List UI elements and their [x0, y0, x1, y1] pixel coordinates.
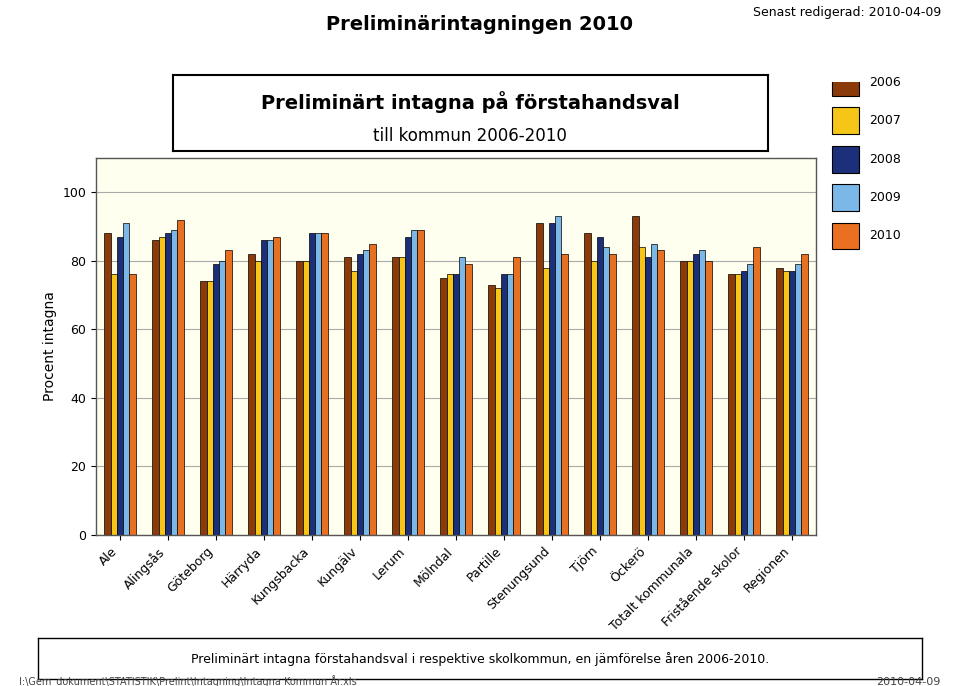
Bar: [562, 254, 567, 535]
Bar: [754, 247, 759, 535]
Bar: [158, 237, 165, 535]
Bar: [542, 268, 549, 535]
Text: 2008: 2008: [870, 153, 901, 165]
Bar: [418, 230, 423, 535]
Text: Preliminärintagningen 2010: Preliminärintagningen 2010: [326, 15, 634, 34]
Bar: [590, 261, 597, 535]
Bar: [201, 281, 206, 535]
Bar: [274, 237, 279, 535]
Bar: [729, 274, 734, 535]
Bar: [297, 261, 302, 535]
Bar: [741, 271, 747, 535]
Bar: [585, 233, 590, 535]
Bar: [302, 261, 309, 535]
Bar: [363, 250, 370, 535]
Bar: [178, 220, 183, 535]
Text: Senast redigerad: 2010-04-09: Senast redigerad: 2010-04-09: [753, 6, 941, 19]
Bar: [789, 271, 795, 535]
Bar: [446, 274, 453, 535]
Bar: [405, 237, 411, 535]
Bar: [110, 274, 117, 535]
Bar: [165, 233, 171, 535]
Bar: [734, 274, 741, 535]
Bar: [254, 261, 261, 535]
Bar: [206, 281, 213, 535]
Bar: [610, 254, 615, 535]
Text: 2010: 2010: [870, 230, 901, 242]
Bar: [398, 257, 405, 535]
Bar: [453, 274, 459, 535]
Bar: [658, 250, 663, 535]
Bar: [555, 216, 562, 535]
Bar: [645, 257, 651, 535]
Text: I:\Gem_dokument\STATISTIK\PreIint\Intagning\Intagna Kommun År.xls: I:\Gem_dokument\STATISTIK\PreIint\Intagn…: [19, 675, 357, 686]
Bar: [411, 230, 418, 535]
Bar: [489, 285, 494, 535]
Bar: [370, 244, 375, 535]
Bar: [249, 254, 254, 535]
Bar: [638, 247, 645, 535]
Bar: [153, 240, 158, 535]
Bar: [777, 268, 782, 535]
Bar: [393, 257, 398, 535]
Text: till kommun 2006-2010: till kommun 2006-2010: [373, 127, 567, 145]
Bar: [459, 257, 466, 535]
Bar: [494, 288, 501, 535]
FancyBboxPatch shape: [831, 145, 859, 173]
Bar: [699, 250, 706, 535]
Bar: [651, 244, 658, 535]
Bar: [537, 223, 542, 535]
Bar: [782, 271, 789, 535]
Bar: [267, 240, 274, 535]
Bar: [603, 247, 610, 535]
Bar: [261, 240, 267, 535]
FancyBboxPatch shape: [831, 69, 859, 96]
Bar: [795, 264, 802, 535]
Bar: [130, 274, 135, 535]
Text: 2006: 2006: [870, 76, 901, 88]
Bar: [213, 264, 219, 535]
FancyBboxPatch shape: [831, 222, 859, 250]
Bar: [315, 233, 322, 535]
Bar: [226, 250, 231, 535]
Bar: [171, 230, 178, 535]
Bar: [123, 223, 130, 535]
Text: Preliminärt intagna på förstahandsval: Preliminärt intagna på förstahandsval: [261, 91, 680, 113]
FancyBboxPatch shape: [831, 107, 859, 134]
Text: 2009: 2009: [870, 191, 901, 204]
Bar: [345, 257, 350, 535]
Bar: [466, 264, 471, 535]
Bar: [117, 237, 123, 535]
Bar: [507, 274, 514, 535]
Bar: [686, 261, 693, 535]
Bar: [105, 233, 110, 535]
Bar: [357, 254, 363, 535]
FancyBboxPatch shape: [831, 184, 859, 211]
Bar: [514, 257, 519, 535]
Bar: [802, 254, 807, 535]
Bar: [597, 237, 603, 535]
Bar: [693, 254, 699, 535]
Bar: [681, 261, 686, 535]
Bar: [549, 223, 555, 535]
Bar: [219, 261, 226, 535]
Bar: [633, 216, 638, 535]
Bar: [309, 233, 315, 535]
Bar: [322, 233, 327, 535]
Bar: [747, 264, 754, 535]
Bar: [501, 274, 507, 535]
Y-axis label: Procent intagna: Procent intagna: [43, 292, 57, 401]
Bar: [441, 278, 446, 535]
Bar: [706, 261, 711, 535]
Text: Preliminärt intagna förstahandsval i respektive skolkommun, en jämförelse åren 2: Preliminärt intagna förstahandsval i res…: [191, 652, 769, 665]
Text: 2010-04-09: 2010-04-09: [876, 676, 941, 686]
Bar: [350, 271, 357, 535]
Text: 2007: 2007: [870, 115, 901, 127]
